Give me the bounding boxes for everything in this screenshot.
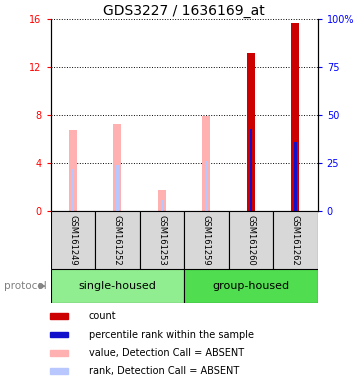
Bar	[161, 200, 163, 211]
Bar	[140, 211, 184, 269]
Bar	[205, 161, 208, 211]
Text: GSM161249: GSM161249	[68, 215, 77, 265]
Bar	[50, 313, 68, 319]
Bar	[229, 211, 273, 269]
Bar	[247, 53, 255, 211]
Text: value, Detection Call = ABSENT: value, Detection Call = ABSENT	[89, 348, 244, 358]
Bar	[50, 332, 68, 338]
Text: GSM161253: GSM161253	[157, 215, 166, 265]
Bar	[294, 142, 297, 211]
Text: count: count	[89, 311, 117, 321]
Bar	[249, 129, 252, 211]
Bar	[71, 169, 74, 211]
Bar	[184, 269, 318, 303]
Bar	[51, 269, 184, 303]
Text: protocol: protocol	[4, 281, 46, 291]
Text: group-housed: group-housed	[212, 281, 290, 291]
Bar	[273, 211, 318, 269]
Text: GSM161252: GSM161252	[113, 215, 122, 265]
Bar	[113, 124, 121, 211]
Text: GSM161262: GSM161262	[291, 215, 300, 265]
Bar	[158, 190, 166, 211]
Bar	[50, 350, 68, 356]
Bar	[69, 130, 77, 211]
Text: rank, Detection Call = ABSENT: rank, Detection Call = ABSENT	[89, 366, 239, 376]
Bar	[50, 368, 68, 374]
Bar	[203, 116, 210, 211]
Title: GDS3227 / 1636169_at: GDS3227 / 1636169_at	[103, 4, 265, 18]
Text: percentile rank within the sample: percentile rank within the sample	[89, 329, 254, 339]
Bar	[51, 211, 95, 269]
Bar	[95, 211, 140, 269]
Text: single-housed: single-housed	[78, 281, 156, 291]
Text: GSM161260: GSM161260	[247, 215, 255, 265]
Bar	[291, 23, 299, 211]
Bar	[184, 211, 229, 269]
Text: GSM161259: GSM161259	[202, 215, 211, 265]
Bar	[116, 165, 119, 211]
